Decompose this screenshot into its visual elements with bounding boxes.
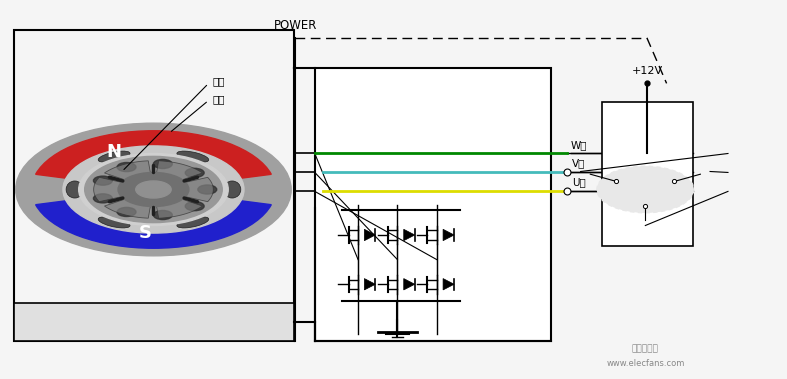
- Circle shape: [185, 168, 204, 177]
- Polygon shape: [184, 177, 213, 202]
- Text: W相: W相: [571, 140, 587, 150]
- Polygon shape: [404, 279, 415, 290]
- Wedge shape: [35, 200, 272, 248]
- Circle shape: [16, 123, 291, 256]
- Circle shape: [153, 210, 172, 219]
- Circle shape: [597, 166, 694, 213]
- Polygon shape: [443, 279, 454, 290]
- Circle shape: [135, 181, 172, 198]
- Text: V相: V相: [572, 159, 586, 169]
- Text: +12V: +12V: [631, 66, 663, 76]
- Text: POWER: POWER: [273, 19, 317, 32]
- Text: S: S: [139, 224, 152, 242]
- Ellipse shape: [98, 217, 130, 228]
- Text: www.elecfans.com: www.elecfans.com: [606, 359, 685, 368]
- Polygon shape: [105, 199, 150, 218]
- Circle shape: [118, 172, 189, 207]
- Circle shape: [198, 185, 216, 194]
- Circle shape: [117, 207, 136, 216]
- Bar: [14, 303, 294, 341]
- Text: 电子发烧友: 电子发烧友: [632, 344, 659, 353]
- Ellipse shape: [66, 181, 83, 198]
- Circle shape: [117, 163, 136, 172]
- Ellipse shape: [177, 151, 209, 162]
- Wedge shape: [35, 131, 272, 179]
- Circle shape: [94, 194, 113, 203]
- Text: 定子: 定子: [212, 94, 225, 104]
- Circle shape: [85, 157, 222, 222]
- Polygon shape: [364, 229, 375, 241]
- Polygon shape: [94, 177, 123, 202]
- Polygon shape: [157, 199, 202, 218]
- Bar: [602, 102, 693, 246]
- Circle shape: [153, 160, 172, 169]
- Ellipse shape: [224, 181, 241, 198]
- Circle shape: [185, 202, 204, 211]
- Bar: [14, 30, 294, 341]
- Circle shape: [79, 153, 228, 226]
- Text: U相: U相: [572, 178, 586, 188]
- Bar: [315, 68, 551, 341]
- Polygon shape: [157, 161, 202, 180]
- Text: 转子: 转子: [212, 77, 225, 86]
- Ellipse shape: [177, 217, 209, 228]
- Ellipse shape: [98, 151, 130, 162]
- Polygon shape: [443, 229, 454, 241]
- Text: N: N: [106, 143, 122, 161]
- Circle shape: [94, 176, 113, 185]
- Polygon shape: [404, 229, 415, 241]
- Circle shape: [63, 146, 244, 233]
- Polygon shape: [105, 161, 150, 180]
- Polygon shape: [364, 279, 375, 290]
